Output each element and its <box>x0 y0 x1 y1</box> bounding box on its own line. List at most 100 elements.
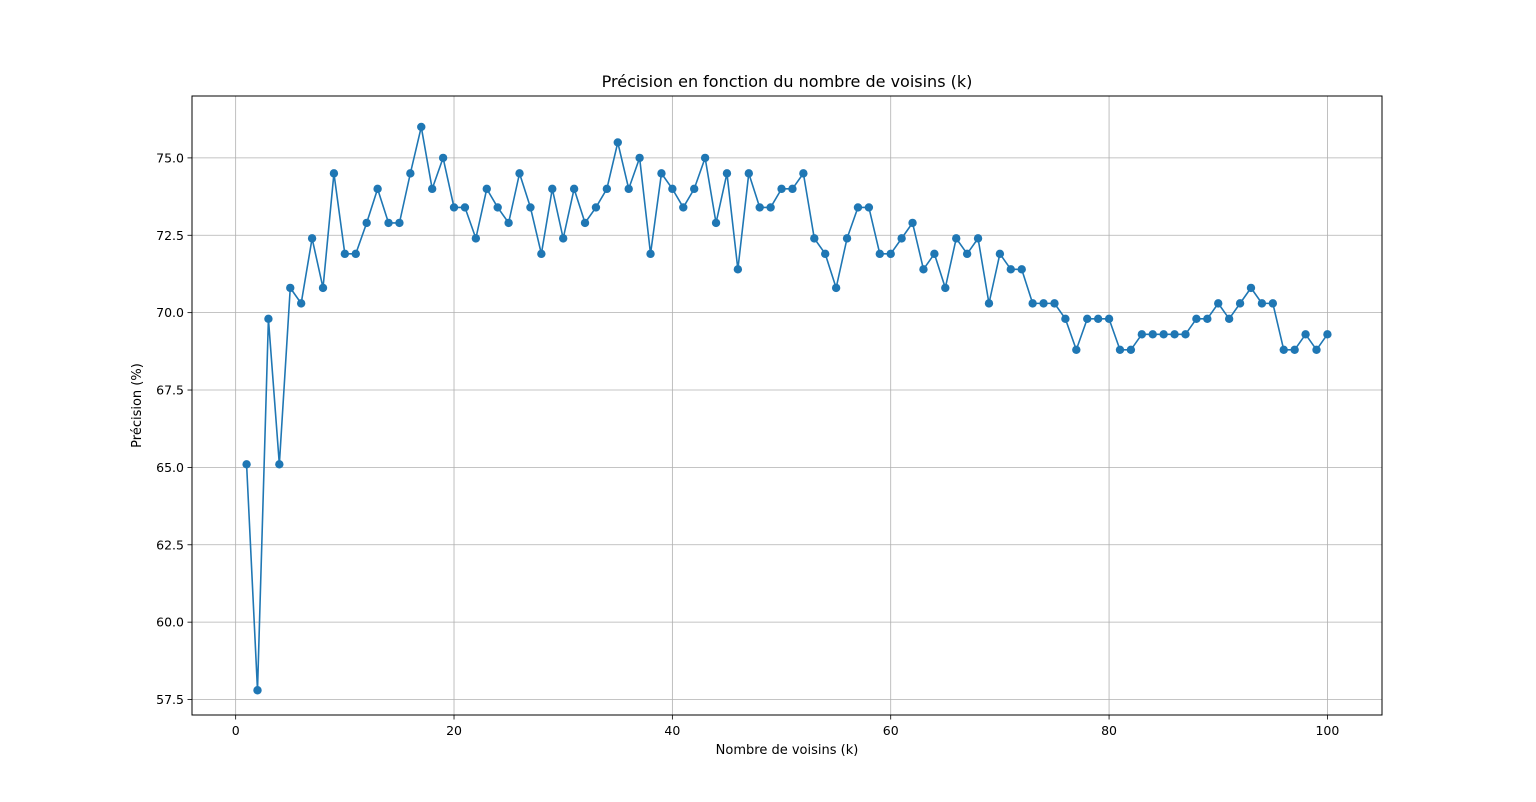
data-point <box>842 234 852 243</box>
y-tick-label: 67.5 <box>156 383 184 398</box>
data-point <box>624 184 633 194</box>
data-point <box>1137 330 1147 339</box>
x-tick-label: 100 <box>1315 723 1339 738</box>
data-point <box>711 218 721 228</box>
y-tick-label: 70.0 <box>156 305 184 320</box>
x-tick-label: 40 <box>664 723 680 738</box>
data-point <box>1181 330 1190 339</box>
data-point <box>1126 345 1136 354</box>
data-point <box>286 283 295 293</box>
data-point <box>657 169 666 178</box>
data-point <box>384 218 393 228</box>
data-point <box>515 169 524 178</box>
data-point <box>1050 299 1059 308</box>
y-tick-label: 65.0 <box>156 460 184 475</box>
data-point <box>329 169 339 178</box>
data-point <box>962 249 972 259</box>
x-tick-label: 60 <box>883 723 899 738</box>
data-point <box>1224 314 1234 324</box>
data-point <box>504 218 513 228</box>
data-point <box>1170 330 1179 339</box>
data-point <box>362 218 371 228</box>
y-tick-label: 62.5 <box>156 537 184 552</box>
data-point <box>1093 314 1103 324</box>
data-point <box>482 184 491 194</box>
data-point <box>722 169 732 178</box>
data-point <box>1061 314 1070 324</box>
data-point <box>460 203 470 212</box>
data-point <box>406 169 415 178</box>
data-point <box>1115 345 1125 354</box>
data-point <box>493 203 502 212</box>
data-point <box>744 169 753 178</box>
data-point <box>646 249 655 259</box>
data-point <box>275 460 284 469</box>
data-point <box>340 249 350 259</box>
data-point <box>733 265 743 274</box>
data-point <box>635 153 644 163</box>
data-point <box>1290 345 1299 354</box>
data-point <box>1312 345 1321 354</box>
chart-title: Précision en fonction du nombre de voisi… <box>602 72 973 91</box>
data-point <box>1279 345 1288 354</box>
data-point <box>788 184 797 194</box>
data-point <box>537 249 546 259</box>
data-point <box>755 203 764 212</box>
data-point <box>941 283 950 293</box>
data-point <box>253 686 262 695</box>
x-tick-label: 20 <box>446 723 462 738</box>
data-point <box>766 203 775 212</box>
y-tick-label: 57.5 <box>156 692 184 707</box>
data-point <box>810 234 819 243</box>
data-point <box>1159 330 1168 339</box>
data-point <box>1039 299 1048 308</box>
data-point <box>679 203 688 212</box>
data-point <box>1268 299 1278 308</box>
data-point <box>831 283 841 293</box>
data-point <box>930 249 939 259</box>
data-point <box>318 283 328 293</box>
data-point <box>558 234 568 243</box>
series-layer <box>242 122 1332 695</box>
data-point <box>580 218 590 228</box>
data-point <box>1323 330 1332 339</box>
data-point <box>864 203 874 212</box>
data-point <box>853 203 863 212</box>
data-point <box>821 249 830 259</box>
data-point <box>1214 299 1223 308</box>
x-axis-label: Nombre de voisins (k) <box>716 743 859 758</box>
data-point <box>548 184 557 194</box>
data-point <box>602 184 612 194</box>
data-point <box>417 122 426 132</box>
data-point <box>351 249 360 259</box>
ticks: 0 20 40 60 80 100 57.5 60.0 62.5 65.0 67.5 70.0 72.5… <box>156 150 1339 738</box>
data-point <box>1072 345 1081 354</box>
data-point <box>1017 265 1026 274</box>
data-point <box>690 184 699 194</box>
grid <box>192 96 1382 715</box>
data-point <box>591 203 601 212</box>
data-point <box>1083 314 1092 324</box>
x-tick-label: 80 <box>1101 723 1117 738</box>
y-tick-label: 60.0 <box>156 615 184 630</box>
data-point <box>242 460 251 469</box>
y-tick-label: 75.0 <box>156 150 184 165</box>
data-point <box>438 153 448 163</box>
y-tick-label: 72.5 <box>156 228 184 243</box>
data-point <box>1104 314 1114 324</box>
data-point <box>613 138 622 147</box>
data-point <box>427 184 437 194</box>
data-point <box>569 184 579 194</box>
data-point <box>908 218 917 228</box>
data-point <box>952 234 961 243</box>
data-point <box>886 249 895 259</box>
x-tick-label: 0 <box>232 723 240 738</box>
plot-frame <box>191 95 1383 716</box>
data-point <box>1246 283 1256 293</box>
data-point <box>799 169 808 178</box>
data-point <box>1235 299 1245 308</box>
data-point <box>1301 330 1310 339</box>
y-axis-label: Précision (%) <box>130 363 145 448</box>
